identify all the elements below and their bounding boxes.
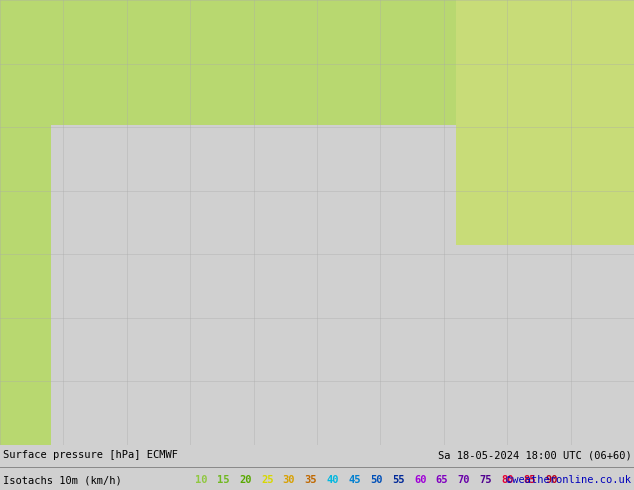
Text: 80: 80 xyxy=(501,475,514,485)
Text: 90: 90 xyxy=(545,475,558,485)
Text: Surface pressure [hPa] ECMWF: Surface pressure [hPa] ECMWF xyxy=(3,450,178,460)
FancyBboxPatch shape xyxy=(0,0,634,124)
Text: 85: 85 xyxy=(524,475,536,485)
Text: Isotachs 10m (km/h): Isotachs 10m (km/h) xyxy=(3,475,121,485)
Text: 20: 20 xyxy=(239,475,252,485)
Text: 75: 75 xyxy=(479,475,492,485)
Text: ©weatheronline.co.uk: ©weatheronline.co.uk xyxy=(507,475,631,485)
Text: 15: 15 xyxy=(217,475,230,485)
Text: 40: 40 xyxy=(327,475,339,485)
Text: 50: 50 xyxy=(370,475,383,485)
Text: 60: 60 xyxy=(414,475,427,485)
Text: 45: 45 xyxy=(349,475,361,485)
Text: 65: 65 xyxy=(436,475,448,485)
Text: 35: 35 xyxy=(304,475,317,485)
Text: 10: 10 xyxy=(195,475,208,485)
FancyBboxPatch shape xyxy=(0,0,51,445)
Text: Sa 18-05-2024 18:00 UTC (06+60): Sa 18-05-2024 18:00 UTC (06+60) xyxy=(437,450,631,460)
FancyBboxPatch shape xyxy=(456,0,634,245)
Text: 30: 30 xyxy=(283,475,295,485)
Text: 70: 70 xyxy=(458,475,470,485)
Text: 55: 55 xyxy=(392,475,404,485)
Text: 25: 25 xyxy=(261,475,273,485)
